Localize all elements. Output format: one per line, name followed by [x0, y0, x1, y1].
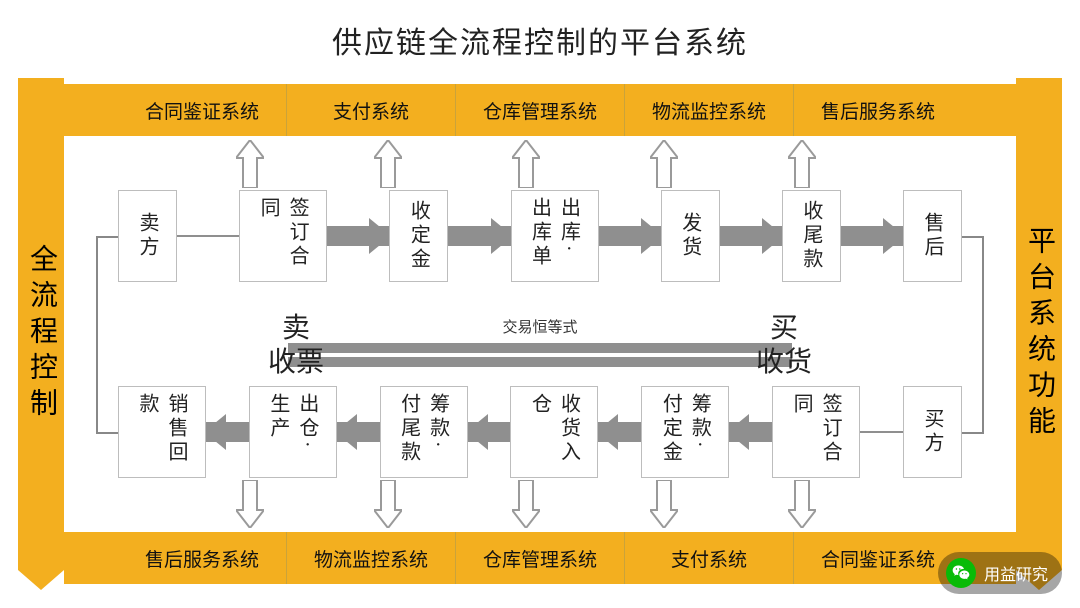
equals-bar-icon — [288, 357, 792, 367]
flow-node: 筹款·付定金 — [641, 386, 729, 478]
down-arrow-icon — [788, 480, 816, 528]
flow-node: 签订合同 — [772, 386, 860, 478]
up-arrow-icon — [236, 140, 264, 188]
down-arrow-icon — [374, 480, 402, 528]
flow-node: 收货入仓 — [510, 386, 598, 478]
wechat-badge: 用益研究 — [938, 552, 1062, 594]
system-cell: 物流监控系统 — [624, 84, 793, 136]
flow-arrow-icon — [327, 226, 389, 246]
system-cell: 售后服务系统 — [793, 84, 962, 136]
flow-arrow-icon — [860, 422, 903, 442]
diagram-stage: 全流程控制 平台系统功能 合同鉴证系统 支付系统 仓库管理系统 物流监控系统 售… — [18, 78, 1062, 590]
down-arrow-icon — [512, 480, 540, 528]
connector-line — [96, 236, 98, 432]
equation-right-label: 买 收货 — [756, 312, 812, 380]
flow-arrow-icon — [206, 422, 249, 442]
flow-node: 签订合同 — [239, 190, 327, 282]
flow-arrow-icon — [720, 226, 782, 246]
system-cell: 合同鉴证系统 — [118, 84, 286, 136]
system-cell: 售后服务系统 — [118, 532, 286, 584]
connector-line — [96, 236, 118, 238]
flow-bottom: 销售回款 出仓·生产 筹款·付尾款 收货入仓 筹款·付定金 签订合同 买方 — [118, 386, 962, 478]
flow-node: 卖方 — [118, 190, 177, 282]
flow-arrow-icon — [598, 422, 641, 442]
equals-bar-icon — [288, 343, 792, 353]
flow-node: 收定金 — [389, 190, 448, 282]
flow-arrow-icon — [337, 422, 380, 442]
up-arrow-icon — [512, 140, 540, 188]
system-cell: 仓库管理系统 — [455, 532, 624, 584]
up-arrow-icon — [374, 140, 402, 188]
flow-top: 卖方 签订合同 收定金 出库·出库单 发货 收尾款 售后 — [118, 190, 962, 282]
flow-node: 筹款·付尾款 — [380, 386, 468, 478]
flow-arrow-icon — [468, 422, 511, 442]
page-title: 供应链全流程控制的平台系统 — [0, 0, 1080, 62]
flow-node: 销售回款 — [118, 386, 206, 478]
system-cell: 支付系统 — [286, 84, 455, 136]
system-cell: 支付系统 — [624, 532, 793, 584]
flow-arrow-icon — [841, 226, 903, 246]
flow-node: 出仓·生产 — [249, 386, 337, 478]
system-cell: 仓库管理系统 — [455, 84, 624, 136]
flow-arrow-icon — [729, 422, 772, 442]
flow-node: 买方 — [903, 386, 962, 478]
flow-arrow-icon — [599, 226, 661, 246]
left-pillar-label: 全流程控制 — [21, 244, 61, 424]
connector-line — [982, 236, 984, 432]
flow-node: 售后 — [903, 190, 962, 282]
connector-line — [96, 432, 118, 434]
systems-bottom: 售后服务系统 物流监控系统 仓库管理系统 支付系统 合同鉴证系统 — [118, 532, 962, 584]
system-cell: 合同鉴证系统 — [793, 532, 962, 584]
right-pillar: 平台系统功能 — [1016, 78, 1062, 590]
up-arrow-icon — [788, 140, 816, 188]
connector-line — [962, 432, 984, 434]
flow-arrow-icon — [177, 226, 239, 246]
left-pillar: 全流程控制 — [18, 78, 64, 590]
down-arrow-icon — [650, 480, 678, 528]
equation-left-label: 卖 收票 — [268, 312, 324, 380]
wechat-icon — [946, 558, 976, 588]
connector-line — [962, 236, 984, 238]
system-cell: 物流监控系统 — [286, 532, 455, 584]
down-arrow-icon — [236, 480, 264, 528]
up-arrow-icon — [650, 140, 678, 188]
wechat-badge-text: 用益研究 — [984, 561, 1048, 585]
flow-node: 收尾款 — [782, 190, 841, 282]
flow-node: 出库·出库单 — [511, 190, 599, 282]
flow-node: 发货 — [661, 190, 720, 282]
systems-top: 合同鉴证系统 支付系统 仓库管理系统 物流监控系统 售后服务系统 — [118, 84, 962, 136]
flow-arrow-icon — [448, 226, 510, 246]
right-pillar-label: 平台系统功能 — [1019, 226, 1059, 442]
